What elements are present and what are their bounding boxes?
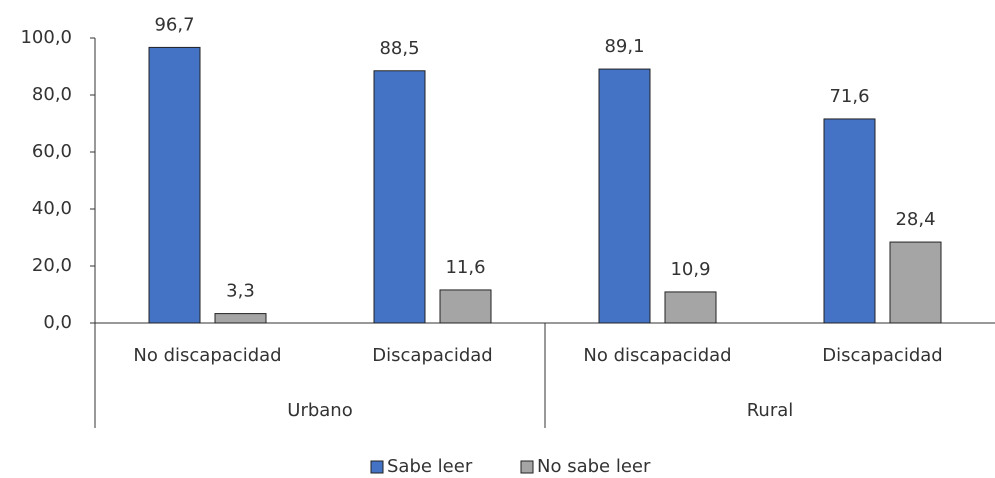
y-tick-label: 0,0 [43,312,72,333]
y-tick-label: 20,0 [32,255,72,276]
legend-label: No sabe leer [537,456,651,477]
x-tick-label: Discapacidad [372,345,492,366]
bar [214,313,267,324]
y-tick-label: 80,0 [32,84,72,105]
data-label: 11,6 [445,257,485,278]
data-label: 96,7 [154,14,194,35]
data-label: 88,5 [379,38,419,59]
bar [439,289,492,324]
x-tick-label: No discapacidad [133,345,281,366]
legend-swatch [370,460,384,474]
data-label: 10,9 [670,259,710,280]
bar [598,68,651,324]
y-tick-label: 60,0 [32,141,72,162]
bar [148,46,201,324]
data-label: 71,6 [829,86,869,107]
group-label: Urbano [287,400,352,421]
legend-label: Sabe leer [387,456,473,477]
group-label: Rural [747,400,794,421]
data-label: 89,1 [604,36,644,57]
x-tick-label: No discapacidad [583,345,731,366]
y-tick-label: 40,0 [32,198,72,219]
bar [889,241,942,324]
bar [664,291,717,324]
data-label: 28,4 [895,209,935,230]
data-label: 3,3 [226,281,255,302]
x-tick-label: Discapacidad [822,345,942,366]
y-tick-label: 100,0 [20,27,72,48]
legend-swatch [520,460,534,474]
bar [823,118,876,324]
bar [373,70,426,324]
